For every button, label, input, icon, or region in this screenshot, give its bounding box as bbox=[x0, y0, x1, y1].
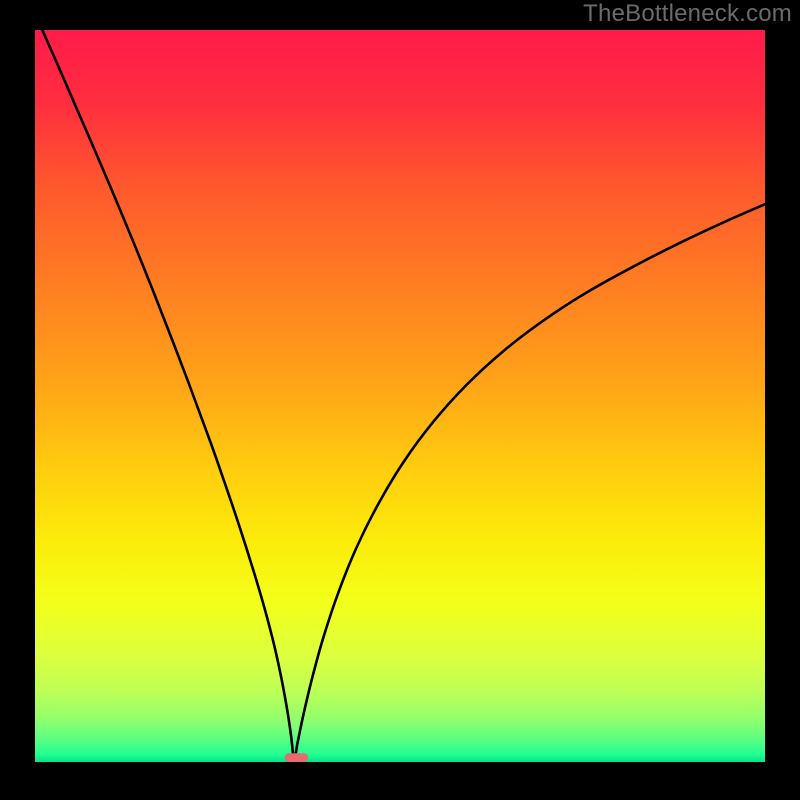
bottleneck-chart bbox=[0, 0, 800, 800]
optimal-marker bbox=[285, 753, 308, 762]
plot-background bbox=[35, 30, 765, 762]
watermark-text: TheBottleneck.com bbox=[583, 0, 792, 28]
stage: TheBottleneck.com bbox=[0, 0, 800, 800]
